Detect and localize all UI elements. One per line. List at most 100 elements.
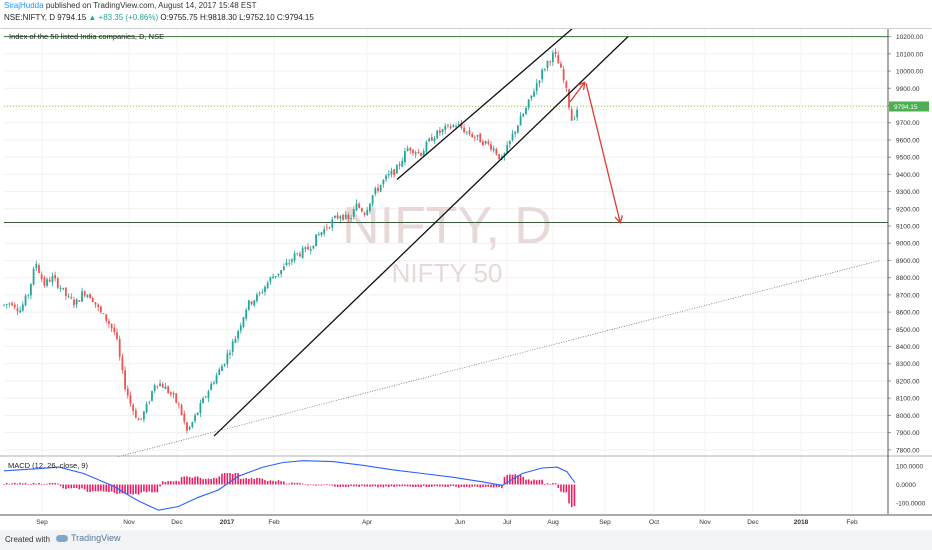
macd-histogram-bar bbox=[140, 484, 143, 493]
candle-body bbox=[280, 270, 283, 274]
macd-histogram-bar bbox=[412, 484, 414, 488]
candle-body bbox=[498, 154, 500, 159]
time-axis[interactable]: Sep Nov Dec 2017 Feb Apr Jun Jul Aug Sep Oct Nov Dec… bbox=[36, 519, 858, 526]
candle-body bbox=[64, 287, 67, 296]
publish-header: SirajHudda published on TradingView.com,… bbox=[4, 1, 256, 10]
candle-body bbox=[560, 63, 562, 68]
macd-histogram-bar bbox=[250, 477, 253, 485]
macd-histogram-bar bbox=[210, 478, 212, 485]
macd-histogram-bar bbox=[320, 484, 323, 486]
time-tick-label: Nov bbox=[123, 519, 135, 526]
macd-histogram-bar bbox=[506, 474, 508, 485]
macd-histogram-bar bbox=[425, 484, 428, 488]
macd-histogram-bar bbox=[538, 479, 541, 485]
macd-histogram-bar bbox=[86, 484, 89, 492]
candle-body bbox=[86, 294, 89, 297]
candle-body bbox=[148, 402, 151, 403]
candle-body bbox=[393, 169, 396, 176]
candle-body bbox=[422, 150, 425, 157]
candle-body bbox=[264, 286, 266, 292]
macd-tick-label: 100.0000 bbox=[896, 464, 923, 471]
candle-body bbox=[433, 138, 436, 141]
candle-body bbox=[167, 386, 170, 393]
candle-body bbox=[387, 174, 390, 176]
macd-histogram-bar bbox=[455, 484, 457, 487]
macd-histogram-bar bbox=[38, 482, 40, 485]
author-link[interactable]: SirajHudda bbox=[4, 1, 44, 10]
macd-histogram-bar bbox=[215, 478, 218, 485]
macd-histogram-bar bbox=[514, 474, 517, 485]
price-axis[interactable]: 7800.00 7900.00 8000.00 8100.00 8200.00 8300.… bbox=[888, 34, 929, 507]
candle-body bbox=[124, 370, 126, 390]
time-tick-label: Apr bbox=[362, 519, 373, 526]
macd-histogram-bar bbox=[218, 476, 221, 485]
tradingview-logo[interactable]: TradingView bbox=[56, 533, 121, 543]
macd-histogram-bar bbox=[274, 481, 277, 485]
candle-body bbox=[250, 301, 253, 305]
macd-histogram-bar bbox=[116, 484, 118, 494]
candle-body bbox=[487, 141, 490, 144]
macd-histogram-bar bbox=[75, 484, 78, 488]
candle-body bbox=[336, 215, 339, 219]
candle-body bbox=[546, 61, 549, 68]
macd-histogram-bar bbox=[19, 482, 21, 485]
watermark-sub: NIFTY 50 bbox=[392, 258, 503, 288]
macd-histogram-bar bbox=[382, 484, 385, 488]
macd-histogram-bar bbox=[350, 484, 352, 486]
macd-histogram-bar bbox=[35, 483, 38, 485]
arrow bbox=[569, 83, 584, 103]
price-tick-label: 9300.00 bbox=[896, 189, 920, 196]
candle-body bbox=[285, 262, 288, 266]
candle-body bbox=[27, 294, 30, 296]
macd-histogram-bar bbox=[242, 478, 245, 485]
macd-histogram-bar bbox=[530, 480, 533, 485]
candle-body bbox=[562, 69, 565, 81]
symbol-header: NSE:NIFTY, D 9794.15 ▲ +83.35 (+0.86%) O… bbox=[4, 13, 314, 22]
candle-body bbox=[91, 297, 94, 302]
candle-body bbox=[56, 278, 59, 288]
candle-body bbox=[339, 216, 342, 219]
time-tick-label: 2017 bbox=[220, 519, 235, 526]
macd-histogram-bar bbox=[361, 484, 363, 486]
macd-histogram-bar bbox=[436, 484, 438, 487]
macd-histogram-bar bbox=[293, 482, 296, 485]
candle-body bbox=[153, 385, 156, 392]
candle-body bbox=[172, 392, 175, 395]
candle-body bbox=[199, 403, 202, 414]
macd-histogram-bar bbox=[261, 478, 264, 485]
macd-histogram-bar bbox=[108, 484, 110, 493]
candle-body bbox=[350, 217, 352, 219]
candle-body bbox=[59, 288, 62, 289]
candle-body bbox=[473, 137, 476, 138]
candle-body bbox=[13, 304, 16, 308]
macd-histogram-bar bbox=[463, 484, 465, 488]
macd-histogram-bar bbox=[3, 484, 5, 486]
macd-histogram-bar bbox=[126, 484, 129, 495]
macd-histogram-bar bbox=[62, 484, 64, 489]
macd-histogram-bar bbox=[366, 484, 369, 487]
macd-histogram-bar bbox=[344, 484, 347, 488]
macd-histogram-bar bbox=[369, 484, 371, 487]
macd-histogram-bar bbox=[304, 484, 307, 486]
macd-histogram-bar bbox=[110, 484, 113, 492]
macd-histogram-bar bbox=[40, 483, 43, 485]
candle-body bbox=[282, 266, 285, 271]
macd-histogram-bar bbox=[143, 484, 145, 492]
macd-histogram-bar bbox=[328, 484, 331, 486]
candle-body bbox=[89, 294, 91, 299]
macd-histogram-bar bbox=[471, 484, 473, 487]
candle-body bbox=[425, 141, 428, 152]
footer-bar: Created with TradingView bbox=[0, 530, 932, 550]
macd-histogram-bar bbox=[100, 484, 102, 491]
macd-histogram-bar bbox=[460, 484, 463, 488]
price-tick-label: 9000.00 bbox=[896, 241, 920, 248]
macd-histogram-bar bbox=[417, 484, 420, 487]
macd-histogram-bar bbox=[221, 473, 223, 485]
price-tick-label: 9900.00 bbox=[896, 86, 920, 93]
candle-body bbox=[261, 292, 264, 294]
macd-histogram-bar bbox=[336, 484, 339, 488]
candle-body bbox=[476, 134, 479, 137]
macd-histogram-bar bbox=[272, 480, 274, 485]
candle-body bbox=[398, 164, 401, 166]
